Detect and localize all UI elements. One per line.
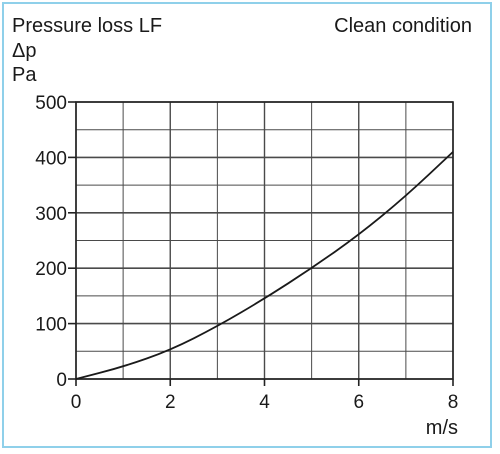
series-layer <box>75 151 454 380</box>
x-tick-label: 6 <box>353 392 364 413</box>
y-tick-label: 400 <box>35 148 67 169</box>
y-tick-label: 100 <box>35 315 67 336</box>
y-tick-label: 500 <box>35 93 67 114</box>
y-axis-unit: Pa <box>12 64 37 86</box>
series-line <box>75 151 454 380</box>
grid <box>75 101 454 380</box>
chart-title: Pressure loss LF <box>12 15 162 37</box>
x-tick-label: 8 <box>448 392 459 413</box>
y-tick-label: 200 <box>35 259 67 280</box>
y-tick-label: 300 <box>35 204 67 225</box>
chart-subtitle: Clean condition <box>334 15 472 37</box>
tick-labels: 0 100 200 300 400 500 0 2 4 6 8 <box>35 93 458 413</box>
y-tick-label: 0 <box>56 370 67 391</box>
chart-frame <box>2 2 492 448</box>
x-tick-label: 2 <box>165 392 176 413</box>
x-tick-label: 4 <box>259 392 270 413</box>
x-tick-label: 0 <box>71 392 82 413</box>
x-axis-unit: m/s <box>426 417 458 439</box>
y-axis-symbol: Δp <box>12 40 36 62</box>
